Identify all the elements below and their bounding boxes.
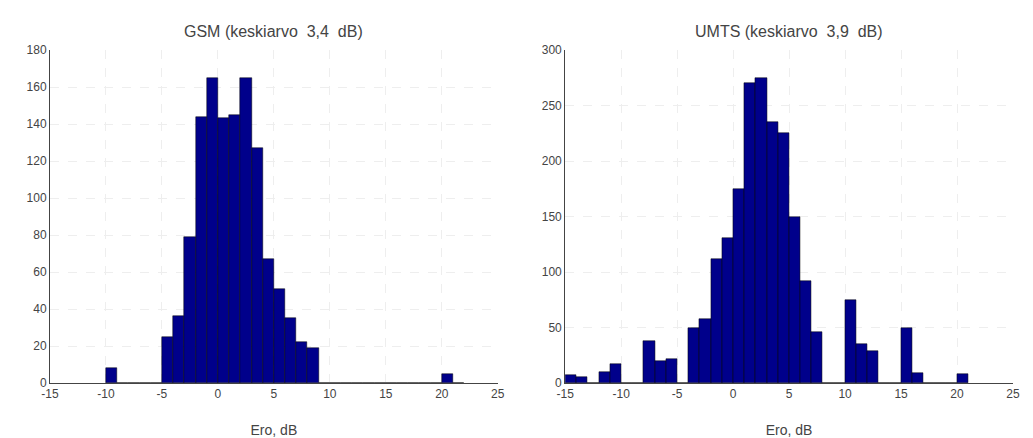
svg-text:250: 250	[542, 99, 562, 113]
svg-text:-10: -10	[97, 387, 115, 401]
svg-text:120: 120	[27, 154, 47, 168]
svg-text:20: 20	[950, 387, 964, 401]
svg-text:25: 25	[1006, 387, 1020, 401]
svg-text:15: 15	[894, 387, 908, 401]
svg-text:100: 100	[542, 265, 562, 279]
svg-text:GSM (keskiarvo 3,4 dB): GSM (keskiarvo 3,4 dB)	[184, 23, 363, 40]
svg-text:180: 180	[27, 43, 47, 57]
svg-text:10: 10	[838, 387, 852, 401]
svg-text:25: 25	[491, 387, 505, 401]
svg-text:80: 80	[33, 228, 47, 242]
svg-text:-15: -15	[41, 387, 59, 401]
svg-text:50: 50	[548, 321, 562, 335]
svg-text:-10: -10	[613, 387, 631, 401]
svg-text:150: 150	[542, 210, 562, 224]
svg-text:300: 300	[542, 43, 562, 57]
svg-text:UMTS (keskiarvo 3,9 dB): UMTS (keskiarvo 3,9 dB)	[695, 23, 883, 40]
svg-text:-5: -5	[157, 387, 168, 401]
svg-text:40: 40	[33, 302, 47, 316]
svg-text:-5: -5	[672, 387, 683, 401]
svg-text:20: 20	[33, 339, 47, 353]
svg-text:5: 5	[271, 387, 278, 401]
svg-text:140: 140	[27, 117, 47, 131]
svg-text:160: 160	[27, 80, 47, 94]
svg-text:60: 60	[33, 265, 47, 279]
svg-text:-15: -15	[557, 387, 575, 401]
svg-text:200: 200	[542, 154, 562, 168]
svg-text:0: 0	[40, 376, 47, 390]
svg-text:Ero, dB: Ero, dB	[251, 422, 298, 438]
svg-text:15: 15	[379, 387, 393, 401]
svg-text:Ero, dB: Ero, dB	[766, 422, 813, 438]
svg-text:10: 10	[323, 387, 337, 401]
svg-text:5: 5	[786, 387, 793, 401]
svg-text:100: 100	[27, 191, 47, 205]
svg-text:0: 0	[215, 387, 222, 401]
svg-text:0: 0	[555, 376, 562, 390]
svg-text:20: 20	[435, 387, 449, 401]
svg-text:0: 0	[730, 387, 737, 401]
